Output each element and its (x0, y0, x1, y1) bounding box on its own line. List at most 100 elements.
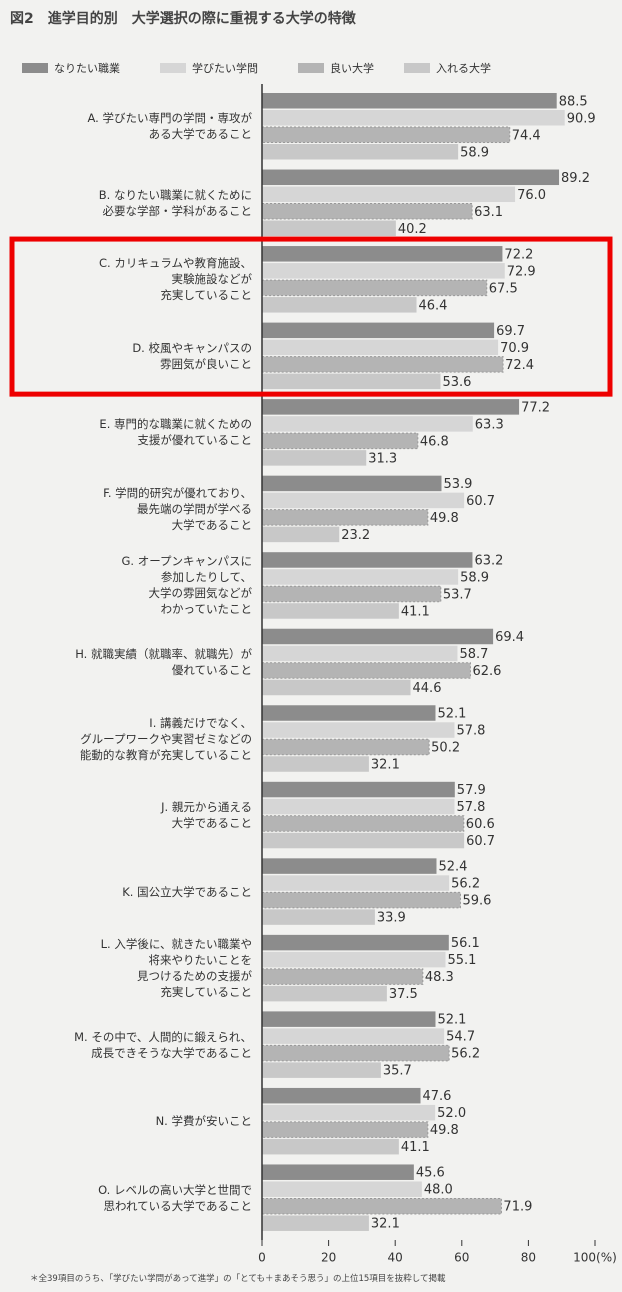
bar (261, 203, 473, 220)
value-label: 63.3 (475, 417, 504, 432)
value-label: 58.9 (460, 145, 489, 160)
bar (262, 144, 459, 160)
bar (262, 492, 465, 509)
bar (261, 279, 488, 297)
value-label: 53.9 (443, 477, 472, 492)
bar (262, 475, 442, 492)
value-label: 46.8 (420, 434, 449, 449)
category-label: H. 就職実績（就職率、就職先）が 優れていること (75, 646, 252, 677)
legend-swatch (298, 63, 324, 73)
value-label: 54.7 (446, 1030, 475, 1045)
bar (262, 526, 340, 543)
bar (262, 1104, 436, 1121)
bar (262, 1215, 369, 1231)
value-label: 72.2 (504, 247, 533, 262)
bar (262, 297, 417, 313)
bar (262, 450, 367, 466)
bar (262, 603, 399, 619)
bar (262, 705, 436, 721)
x-tick-label: 100(%) (573, 1251, 617, 1265)
bar (262, 373, 441, 390)
bar (262, 951, 446, 968)
bar (262, 399, 520, 415)
value-label: 33.9 (377, 911, 406, 926)
bar (262, 322, 495, 339)
value-label: 37.5 (389, 987, 418, 1002)
category-label: D. 校風やキャンパスの 雰囲気が良いこと (132, 340, 252, 371)
bar (261, 968, 424, 985)
x-tick-label: 60 (454, 1251, 469, 1265)
bar (261, 126, 511, 143)
bar (262, 1181, 422, 1197)
highlight-box (9, 236, 613, 397)
value-label: 63.1 (474, 205, 503, 220)
bar (262, 645, 458, 662)
value-label: 32.1 (371, 1217, 400, 1232)
value-label: 46.4 (419, 298, 448, 313)
value-label: 45.6 (416, 1166, 445, 1181)
legend-swatch (160, 63, 186, 73)
value-label: 63.2 (474, 553, 503, 568)
value-label: 49.8 (430, 1123, 459, 1138)
value-label: 35.7 (383, 1064, 412, 1079)
value-label: 56.1 (451, 936, 480, 951)
category-label: A. 学びたい専門の学問・専攻が ある大学であること (87, 111, 252, 142)
bar (262, 1011, 436, 1027)
legend-label: 良い大学 (330, 61, 374, 75)
category-label: E. 専門的な職業に就くための 支援が優れていること (99, 417, 252, 448)
bar (262, 756, 369, 772)
x-tick-label: 40 (388, 1251, 403, 1265)
bar (262, 679, 411, 696)
legend-label: 入れる大学 (436, 61, 491, 75)
legend-label: 学びたい学問 (192, 61, 258, 75)
bar (262, 798, 455, 815)
bar (262, 1087, 421, 1104)
value-label: 58.9 (460, 570, 489, 585)
value-label: 76.0 (517, 188, 546, 203)
value-label: 23.2 (341, 528, 370, 543)
bar (262, 169, 560, 186)
category-label: J. 親元から通える 大学であること (161, 800, 252, 831)
value-label: 55.1 (447, 953, 476, 968)
legend-swatch (404, 63, 430, 73)
value-label: 90.9 (567, 111, 596, 126)
bar (262, 1062, 381, 1078)
value-label: 57.8 (456, 800, 485, 815)
bar (262, 552, 473, 568)
value-label: 77.2 (521, 400, 550, 415)
bar (262, 416, 473, 432)
chart-title: 図2 進学目的別 大学選択の際に重視する大学の特徴 (10, 11, 356, 27)
bar (262, 110, 565, 126)
bar (261, 1197, 502, 1215)
value-label: 72.4 (505, 358, 534, 373)
bar (261, 1121, 429, 1138)
value-label: 52.4 (438, 860, 467, 875)
bar (262, 909, 375, 925)
category-label: F. 学問的研究が優れており、 最先端の学問が学べる 大学であること (103, 485, 252, 532)
bar (261, 662, 471, 679)
category-label: M. その中で、人間的に鍛えられ、 成長できそうな大学であること (74, 1029, 252, 1060)
value-label: 41.1 (401, 604, 430, 619)
legend-label: なりたい職業 (54, 62, 120, 75)
value-label: 31.3 (368, 451, 397, 466)
value-label: 49.8 (430, 511, 459, 526)
category-label: L. 入学後に、就きたい職業や 将来やりたいことを 見つけるための支援が 充実し… (100, 937, 252, 1000)
bar (262, 186, 516, 203)
category-label: C. カリキュラムや教育施設、 実験施設などが 充実していること (99, 256, 252, 303)
category-label: B. なりたい職業に就くために 必要な学部・学科があること (98, 187, 252, 218)
legend-swatch (22, 63, 48, 73)
category-label: G. オープンキャンパスに 参加したりして、 大学の雰囲気などが わかっていたこ… (121, 554, 252, 617)
bar (262, 934, 449, 951)
value-label: 72.9 (507, 264, 536, 279)
value-label: 53.6 (442, 375, 471, 390)
bar (262, 263, 505, 279)
bar (261, 815, 465, 832)
bar (262, 985, 387, 1002)
bar (262, 628, 494, 645)
value-label: 53.7 (443, 587, 472, 602)
value-label: 89.2 (561, 171, 590, 186)
bar (261, 432, 419, 450)
value-label: 44.6 (413, 681, 442, 696)
bar (262, 832, 465, 849)
